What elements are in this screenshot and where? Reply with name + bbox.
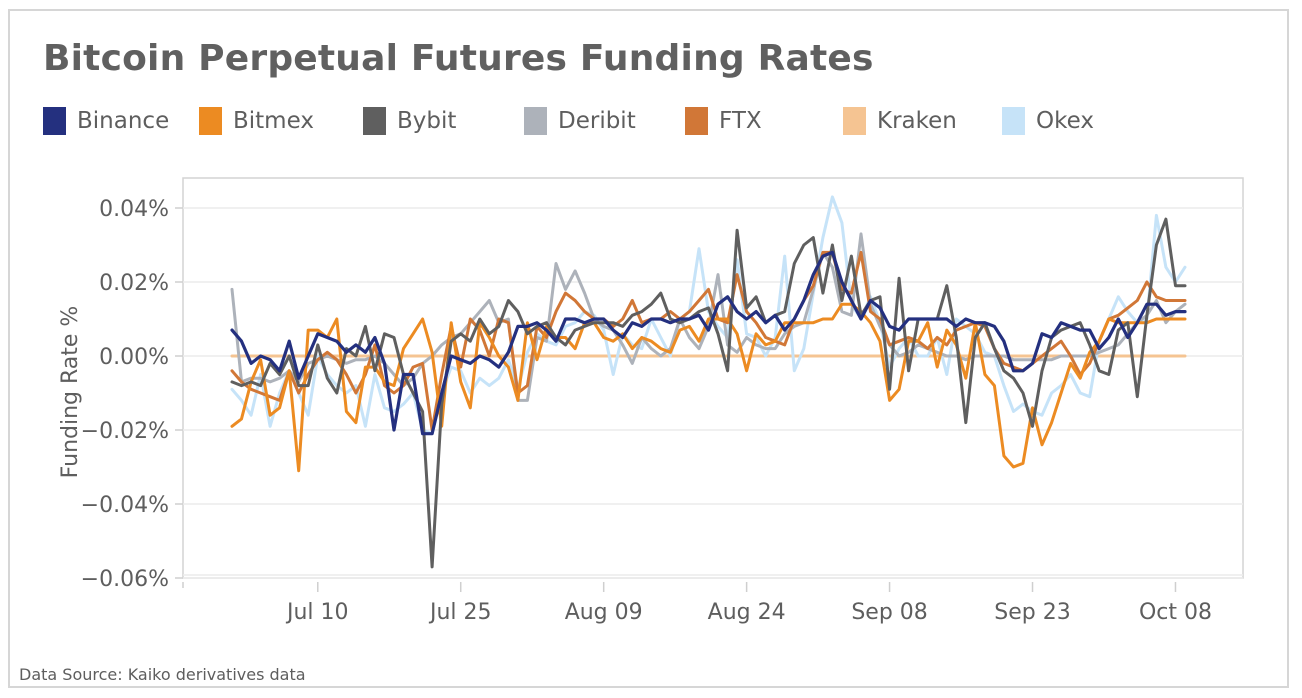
y-tick-label: 0.02% xyxy=(99,271,169,296)
legend-swatch xyxy=(199,107,222,135)
legend-label: Bybit xyxy=(397,108,457,134)
y-tick-label: −0.02% xyxy=(81,419,169,444)
x-tick-label: Sep 08 xyxy=(851,600,927,625)
legend-label: Bitmex xyxy=(233,108,314,134)
legend-label: Kraken xyxy=(877,108,957,134)
legend-item-binance[interactable]: Binance xyxy=(43,106,169,136)
legend-item-kraken[interactable]: Kraken xyxy=(843,106,957,136)
x-tick-label: Aug 09 xyxy=(565,600,643,625)
legend-swatch xyxy=(363,107,386,135)
legend-item-bitmex[interactable]: Bitmex xyxy=(199,106,314,136)
legend-item-ftx[interactable]: FTX xyxy=(685,106,762,136)
y-tick-label: 0.04% xyxy=(99,197,169,222)
legend-label: Okex xyxy=(1036,108,1094,134)
series-line-bitmex[interactable] xyxy=(230,302,1187,473)
y-axis-title: Funding Rate % xyxy=(58,306,83,479)
legend-item-deribit[interactable]: Deribit xyxy=(524,106,636,136)
legend-swatch xyxy=(843,107,866,135)
series-line-binance[interactable] xyxy=(230,250,1187,436)
legend-item-okex[interactable]: Okex xyxy=(1002,106,1094,136)
y-tick-label: −0.06% xyxy=(81,567,169,592)
legend-swatch xyxy=(43,107,66,135)
y-tick-label: −0.04% xyxy=(81,493,169,518)
x-tick-label: Jul 25 xyxy=(428,600,492,625)
legend-label: Binance xyxy=(77,108,170,134)
legend-label: FTX xyxy=(719,108,762,134)
series-line-bybit[interactable] xyxy=(230,217,1187,569)
legend-item-bybit[interactable]: Bybit xyxy=(363,106,456,136)
legend-swatch xyxy=(1002,107,1025,135)
legend-swatch xyxy=(524,107,547,135)
chart-title: Bitcoin Perpetual Futures Funding Rates xyxy=(43,38,874,79)
y-tick-label: 0.00% xyxy=(99,345,169,370)
x-tick-label: Oct 08 xyxy=(1139,600,1212,625)
legend-label: Deribit xyxy=(558,108,636,134)
x-tick-label: Sep 23 xyxy=(994,600,1070,625)
x-tick-label: Jul 10 xyxy=(285,600,349,625)
data-source-note: Data Source: Kaiko derivatives data xyxy=(19,665,306,684)
x-tick-label: Aug 24 xyxy=(708,600,786,625)
series-group xyxy=(230,195,1187,569)
legend-swatch xyxy=(685,107,708,135)
